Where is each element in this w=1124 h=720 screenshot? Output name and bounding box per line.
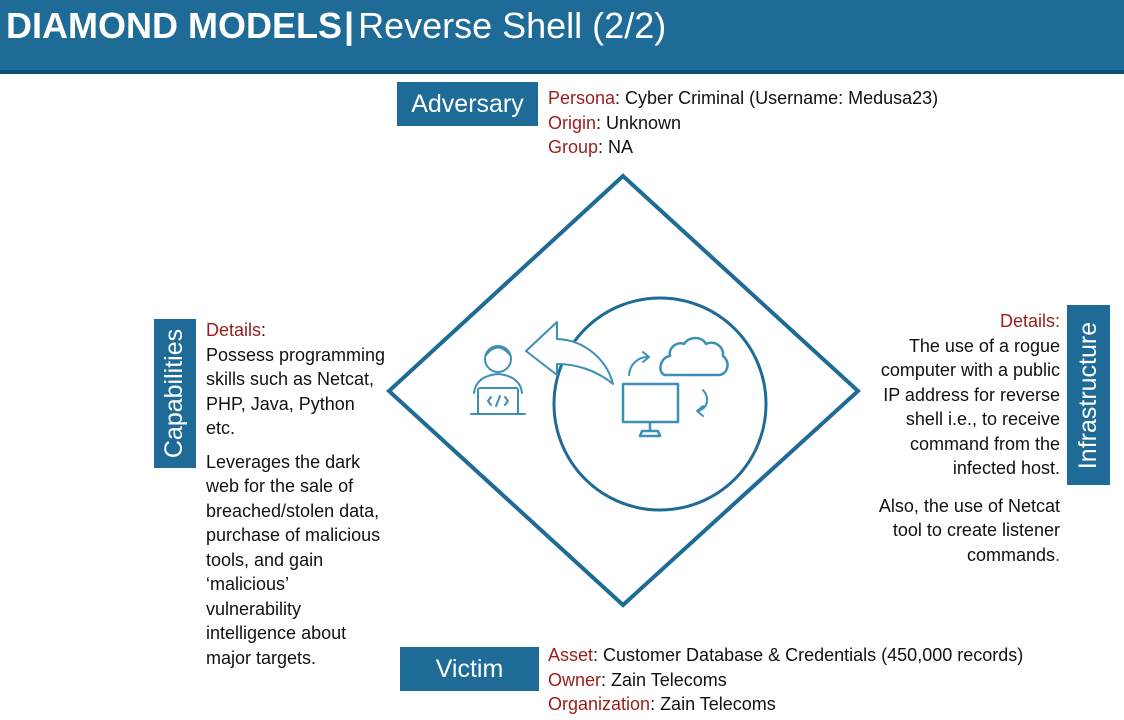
- organization-line: Organization: Zain Telecoms: [548, 692, 1023, 717]
- title-separator: |: [344, 5, 355, 46]
- asset-value: : Customer Database & Credentials (450,0…: [593, 645, 1024, 665]
- infrastructure-info: Details: The use of a rogue computer wit…: [870, 309, 1060, 576]
- group-line: Group: NA: [548, 135, 938, 160]
- monitor-icon: [621, 382, 680, 438]
- group-value: : NA: [598, 137, 634, 157]
- header-bar: DIAMOND MODELS| Reverse Shell (2/2): [0, 0, 1124, 74]
- owner-line: Owner: Zain Telecoms: [548, 668, 1023, 693]
- capabilities-label: Capabilities: [160, 328, 189, 459]
- adversary-label: Adversary: [397, 82, 538, 126]
- capabilities-details-key: Details: [206, 320, 262, 340]
- infrastructure-paragraph-2-text: Also, the use of Netcat tool to create l…: [878, 495, 1060, 565]
- infrastructure-label: Infrastructure: [1074, 321, 1102, 469]
- organization-value: : Zain Telecoms: [650, 694, 776, 714]
- owner-value: : Zain Telecoms: [601, 669, 727, 690]
- capabilities-details-heading: Details:: [206, 318, 386, 343]
- infrastructure-label-box: Infrastructure: [1067, 305, 1110, 485]
- persona-value: : Cyber Criminal (Username: Medusa23): [615, 88, 939, 108]
- cloud-icon: [659, 336, 729, 377]
- infrastructure-paragraph-1: The use of a rogue computer with a publi…: [880, 335, 1060, 479]
- asset-line: Asset: Customer Database & Credentials (…: [548, 643, 1023, 668]
- capabilities-paragraph-1: Possess programming skills such as Netca…: [206, 344, 386, 439]
- infrastructure-paragraph-2-end: .: [1054, 544, 1060, 565]
- victim-label: Victim: [400, 647, 539, 691]
- origin-key: Origin: [548, 112, 597, 133]
- asset-key: Asset: [548, 645, 594, 665]
- victim-info: Asset: Customer Database & Credentials (…: [548, 643, 1023, 717]
- page-title: DIAMOND MODELS| Reverse Shell (2/2): [6, 4, 666, 48]
- persona-key: Persona: [548, 88, 616, 108]
- capabilities-paragraph-2: Leverages the dark web for the sale of b…: [206, 451, 381, 668]
- infrastructure-paragraph-2: Also, the use of Netcat tool to create l…: [870, 494, 1060, 568]
- capabilities-info: Details: Possess programming skills such…: [206, 318, 386, 679]
- origin-value: : Unknown: [596, 112, 682, 133]
- adversary-info: Persona: Cyber Criminal (Username: Medus…: [548, 86, 938, 160]
- persona-line: Persona: Cyber Criminal (Username: Medus…: [548, 86, 938, 111]
- group-key: Group: [548, 137, 599, 157]
- diamond-shape: [386, 173, 861, 608]
- title-rest: Reverse Shell (2/2): [358, 5, 667, 46]
- infrastructure-details-key: Details:: [999, 311, 1060, 331]
- organization-key: Organization: [548, 694, 651, 714]
- sync-arrows-icon: [628, 351, 709, 417]
- capabilities-details-colon: :: [261, 320, 267, 340]
- capabilities-label-box: Capabilities: [154, 319, 196, 468]
- owner-key: Owner: [548, 669, 602, 690]
- center-circle: [552, 296, 768, 512]
- arrow-left-curved-icon: [525, 321, 614, 385]
- origin-line: Origin: Unknown: [548, 111, 938, 136]
- title-bold: DIAMOND MODELS: [6, 5, 342, 46]
- hacker-laptop-icon: [470, 345, 526, 415]
